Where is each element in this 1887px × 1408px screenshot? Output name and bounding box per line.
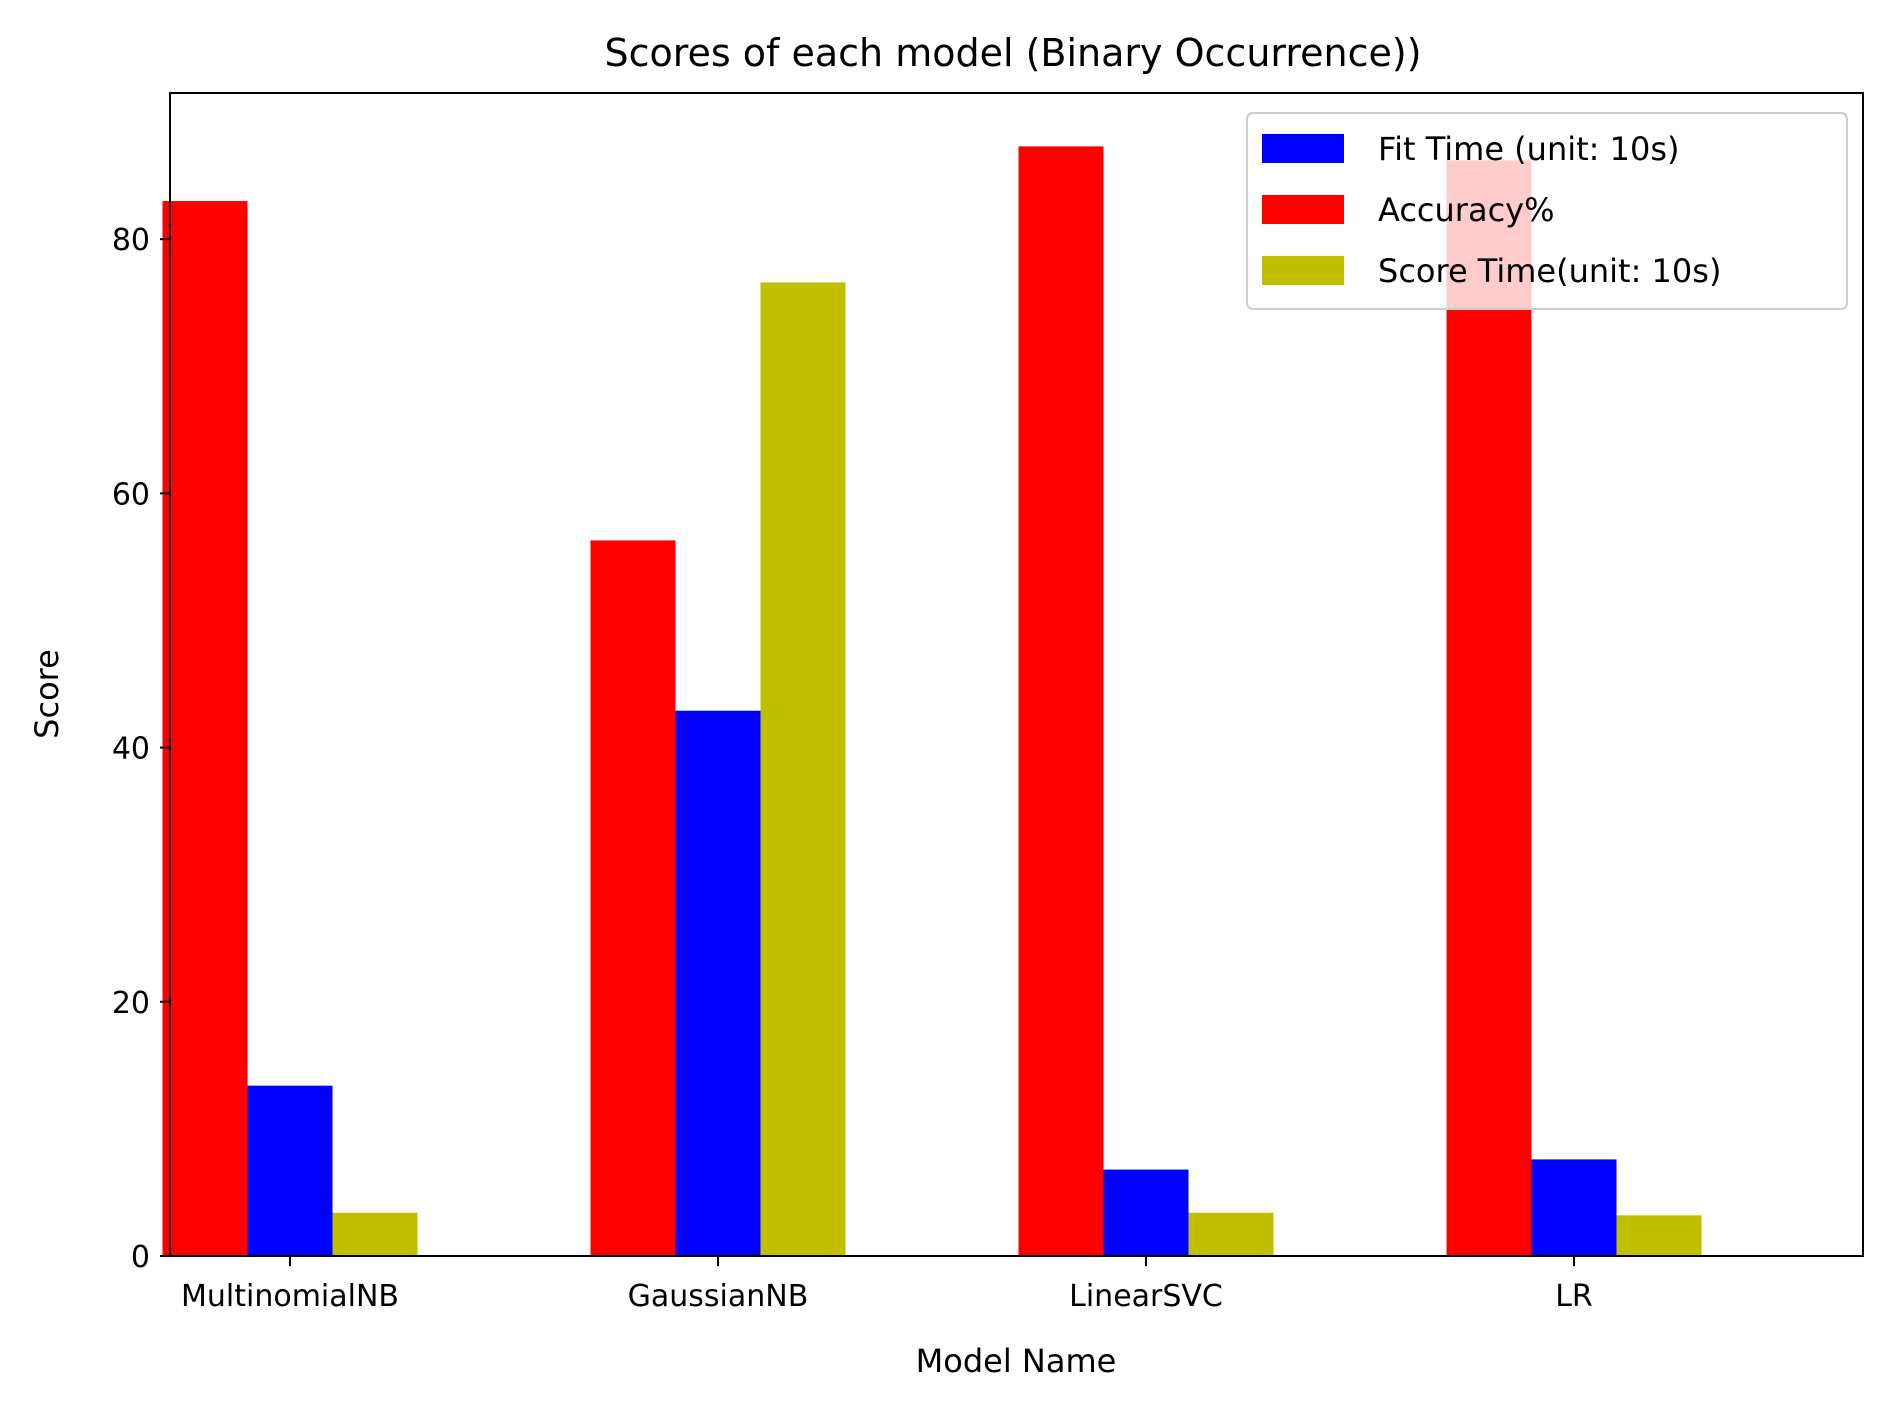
x-tick-label: LR (1555, 1279, 1593, 1314)
y-tick-label: 60 (112, 477, 150, 512)
y-tick-label: 40 (112, 732, 150, 767)
legend-box (1246, 112, 1848, 310)
bar-score-time-unit-10s-multinomialnb (332, 1212, 418, 1256)
x-tick-label: GaussianNB (628, 1279, 809, 1314)
bar-accuracy-linearsvc (1018, 146, 1104, 1257)
x-tick-label: LinearSVC (1069, 1279, 1223, 1314)
legend: Fit Time (unit: 10s) Accuracy% Score Time(… (1246, 112, 1848, 310)
legend-swatch-score-time-unit-10s (1262, 256, 1344, 285)
y-axis-label: Score (28, 649, 66, 739)
bar-fit-time-unit-10s-gaussiannb (675, 710, 761, 1256)
bars-group (162, 146, 1702, 1257)
y-tick-label: 80 (112, 223, 150, 258)
y-tick-label: 0 (131, 1240, 150, 1275)
bar-accuracy-multinomialnb (162, 201, 248, 1257)
legend-swatch-accuracy (1262, 195, 1344, 224)
y-tick-label: 20 (112, 986, 150, 1021)
x-tick-label: MultinomialNB (181, 1279, 399, 1314)
bar-score-time-unit-10s-gaussiannb (760, 282, 846, 1256)
legend-label-score-time-unit-10s: Score Time(unit: 10s) (1378, 252, 1721, 290)
bar-score-time-unit-10s-lr (1616, 1215, 1702, 1256)
bar-fit-time-unit-10s-multinomialnb (247, 1085, 333, 1256)
bar-score-time-unit-10s-linearsvc (1188, 1212, 1274, 1256)
plot-area-frame (169, 92, 1864, 1257)
legend-swatch-fit-time-unit-10s (1262, 134, 1344, 163)
legend-label-accuracy: Accuracy% (1378, 191, 1555, 229)
bar-accuracy-gaussiannb (590, 540, 676, 1256)
bar-fit-time-unit-10s-lr (1531, 1159, 1617, 1256)
x-axis-ticks: MultinomialNB GaussianNB LinearSVC LR (181, 1256, 1593, 1314)
y-axis-ticks: 0 20 40 60 80 (112, 223, 170, 1275)
x-axis-label: Model Name (916, 1342, 1117, 1380)
bar-accuracy-lr (1446, 160, 1532, 1257)
chart-title: Scores of each model (Binary Occurrence)… (604, 31, 1421, 75)
legend-label-fit-time-unit-10s: Fit Time (unit: 10s) (1378, 130, 1679, 168)
bar-fit-time-unit-10s-linearsvc (1103, 1169, 1189, 1256)
